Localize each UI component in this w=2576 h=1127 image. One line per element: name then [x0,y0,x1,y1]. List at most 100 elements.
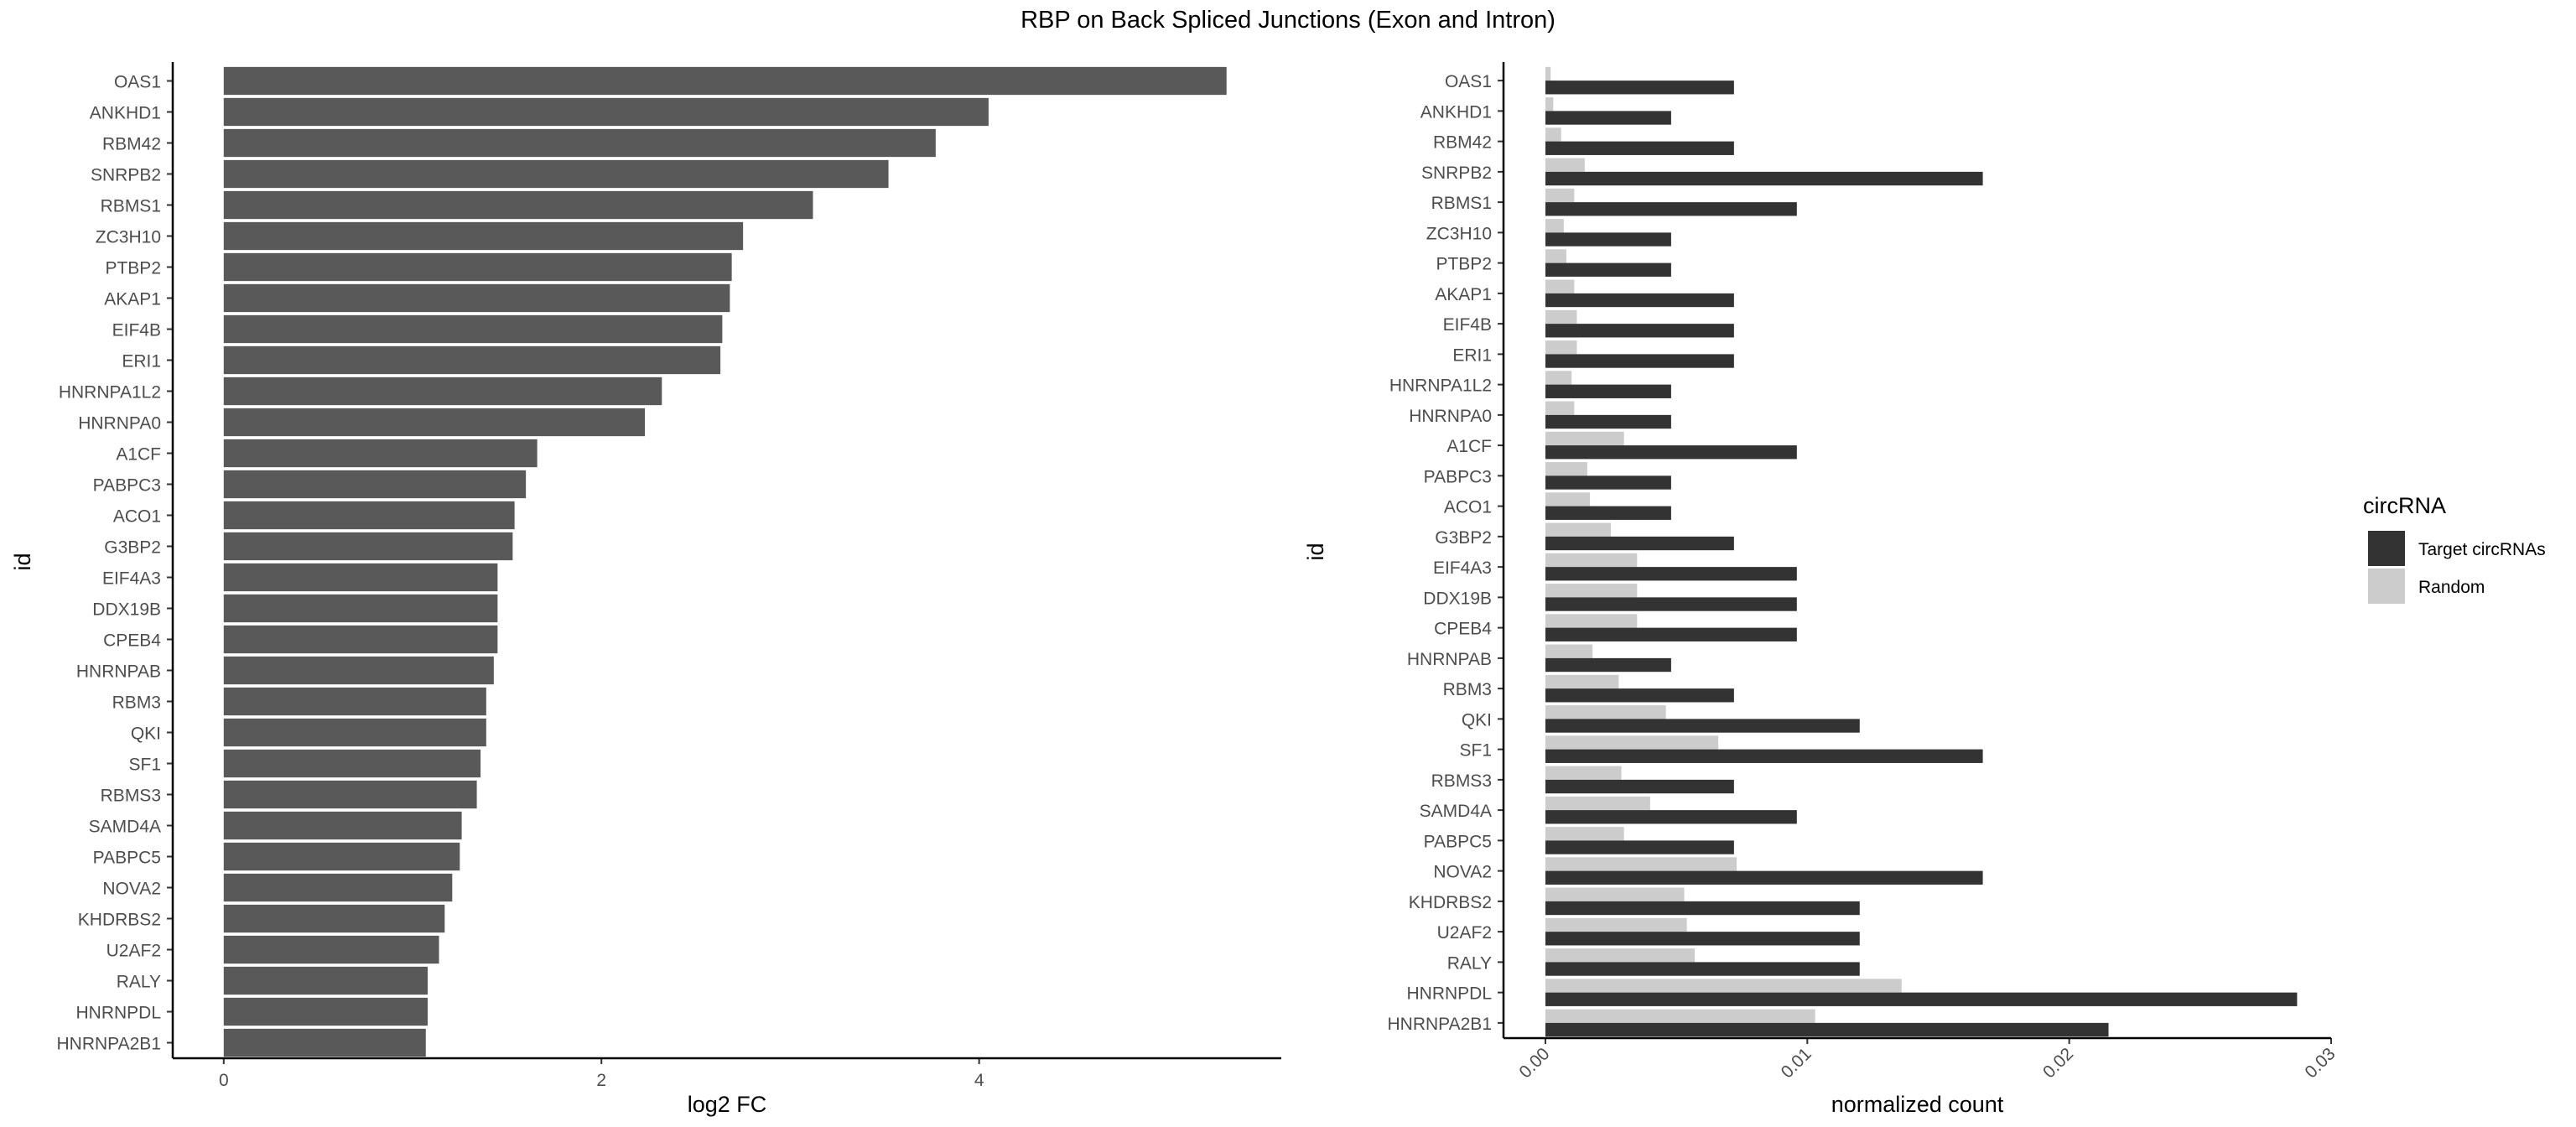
random-bar-u2af2 [1545,917,1687,932]
normalized-count-y-tick-label-snrpb2: SNRPB2 [1421,164,1492,183]
legend-key-random [2368,569,2405,604]
normalized-count-y-tick-labels: OAS1 ANKHD1 RBM42 SNRPB2 RBMS1 ZC3H10 PTBP2 AKA… [1388,72,1504,1034]
normalized-count-y-tick-label-hnrnpdl: HNRNPDL [1406,984,1492,1004]
target-bar-khdrbs2 [1545,901,1860,916]
log2fc-y-tick-label-eri1: ERI1 [122,352,161,371]
target-bar-u2af2 [1545,932,1860,946]
log2fc-y-tick-label-nova2: NOVA2 [102,880,161,899]
log2fc-y-tick-label-aco1: ACO1 [113,507,161,527]
random-bar-hnrnpdl [1545,979,1902,993]
normalized-count-y-tick-label-eif4b: EIF4B [1443,315,1492,335]
legend-key-target [2368,531,2405,566]
log2fc-bar-eri1 [223,345,721,375]
legend-label-random: Random [2418,578,2485,597]
log2fc-bar-raly [223,966,428,995]
target-bar-rbm42 [1545,141,1734,155]
log2fc-y-tick-label-zc3h10: ZC3H10 [96,228,161,247]
log2fc-x-axis-title: log2 FC [688,1092,767,1117]
log2fc-y-tick-label-ddx19b: DDX19B [92,600,161,620]
target-bar-g3bp2 [1545,536,1734,551]
random-bar-cpeb4 [1545,614,1638,628]
log2fc-bar-snrpb2 [223,159,889,189]
log2fc-y-axis-title: id [10,553,35,570]
random-bar-rbm42 [1545,127,1561,142]
target-bar-rbms1 [1545,202,1797,216]
log2fc-y-tick-label-eif4a3: EIF4A3 [102,569,161,589]
log2fc-panel: OAS1 ANKHD1 RBM42 SNRPB2 RBMS1 ZC3H10 PTBP2 AKA… [10,62,1281,1117]
target-bar-hnrnpdl [1545,992,2298,1006]
log2fc-y-tick-label-ptbp2: PTBP2 [105,259,161,278]
normalized-count-y-tick-label-oas1: OAS1 [1445,72,1492,91]
normalized-count-y-tick-label-zc3h10: ZC3H10 [1426,224,1492,243]
log2fc-bar-hnrnpa1l2 [223,377,662,406]
normalized-count-y-tick-label-rbm3: RBM3 [1443,680,1492,699]
random-bar-a1cf [1545,431,1624,446]
log2fc-y-tick-label-rbms1: RBMS1 [101,197,161,216]
log2fc-y-tick-label-eif4b: EIF4B [112,321,161,340]
random-bar-samd4a [1545,796,1650,811]
log2fc-y-tick-label-hnrnpab: HNRNPAB [76,662,161,682]
normalized-count-y-tick-label-qki: QKI [1462,710,1492,730]
log2fc-bar-qki [223,718,486,747]
log2fc-bar-sf1 [223,749,481,778]
normalized-count-y-tick-label-a1cf: A1CF [1446,437,1492,456]
target-bar-eri1 [1545,354,1734,368]
random-bar-snrpb2 [1545,158,1585,172]
random-bar-hnrnpa0 [1545,401,1575,415]
normalized-count-y-tick-label-pabpc5: PABPC5 [1424,832,1492,851]
random-bar-qki [1545,705,1666,719]
log2fc-y-tick-label-snrpb2: SNRPB2 [91,166,161,185]
random-bar-hnrnpa1l2 [1545,371,1572,385]
log2fc-bar-rbm42 [223,128,936,158]
log2fc-bar-hnrnpa0 [223,408,646,437]
log2fc-bar-aco1 [223,501,515,530]
log2fc-x-tick-label: 0 [219,1071,229,1090]
normalized-count-y-tick-label-ankhd1: ANKHD1 [1420,102,1492,122]
legend: circRNA Target circRNAs Random [2363,493,2546,604]
random-bar-khdrbs2 [1545,887,1685,901]
random-bar-aco1 [1545,492,1591,506]
log2fc-y-tick-label-cpeb4: CPEB4 [103,631,161,651]
random-bar-nova2 [1545,857,1737,871]
target-bar-hnrnpa0 [1545,414,1671,429]
random-bar-eif4a3 [1545,553,1638,568]
normalized-count-y-tick-label-u2af2: U2AF2 [1437,923,1492,943]
log2fc-y-tick-label-pabpc5: PABPC5 [93,849,161,868]
normalized-count-x-tick-label: 0.00 [1515,1044,1553,1082]
target-bar-hnrnpa1l2 [1545,384,1671,398]
target-bar-raly [1545,962,1860,976]
figure-title: RBP on Back Spliced Junctions (Exon and … [1021,7,1555,34]
normalized-count-y-tick-label-sf1: SF1 [1459,741,1492,761]
log2fc-y-tick-label-khdrbs2: KHDRBS2 [78,911,161,930]
target-bar-rbms3 [1545,779,1734,794]
log2fc-y-tick-label-samd4a: SAMD4A [89,818,161,837]
log2fc-bar-rbm3 [223,687,486,716]
normalized-count-y-tick-label-aco1: ACO1 [1444,498,1492,517]
log2fc-bar-hnrnpa2b1 [223,1028,426,1057]
target-bar-ankhd1 [1545,111,1671,125]
normalized-count-y-tick-label-ptbp2: PTBP2 [1436,255,1492,274]
log2fc-y-tick-label-rbm42: RBM42 [102,135,161,154]
legend-title: circRNA [2363,493,2446,518]
target-bar-a1cf [1545,445,1797,460]
log2fc-bar-ankhd1 [223,97,989,127]
normalized-count-x-tick-label: 0.01 [1778,1044,1815,1082]
normalized-count-y-tick-label-hnrnpab: HNRNPAB [1407,650,1492,669]
normalized-count-x-tick-label: 0.03 [2301,1044,2339,1082]
random-bar-ptbp2 [1545,249,1566,263]
target-bar-samd4a [1545,810,1797,824]
normalized-count-x-tick-label: 0.02 [2039,1044,2077,1082]
normalized-count-y-axis-title: id [1303,543,1328,560]
target-bar-nova2 [1545,870,1983,885]
log2fc-y-tick-label-g3bp2: G3BP2 [104,538,161,558]
random-bar-sf1 [1545,735,1719,750]
log2fc-y-tick-label-oas1: OAS1 [114,73,161,92]
normalized-count-y-tick-label-g3bp2: G3BP2 [1435,528,1492,548]
log2fc-bar-ptbp2 [223,252,732,282]
random-bar-hnrnpab [1545,644,1593,658]
normalized-count-panel: OAS1 ANKHD1 RBM42 SNRPB2 RBMS1 ZC3H10 PTBP2 AKA… [1303,62,2340,1117]
log2fc-bar-a1cf [223,439,538,468]
log2fc-y-tick-label-u2af2: U2AF2 [106,942,161,961]
